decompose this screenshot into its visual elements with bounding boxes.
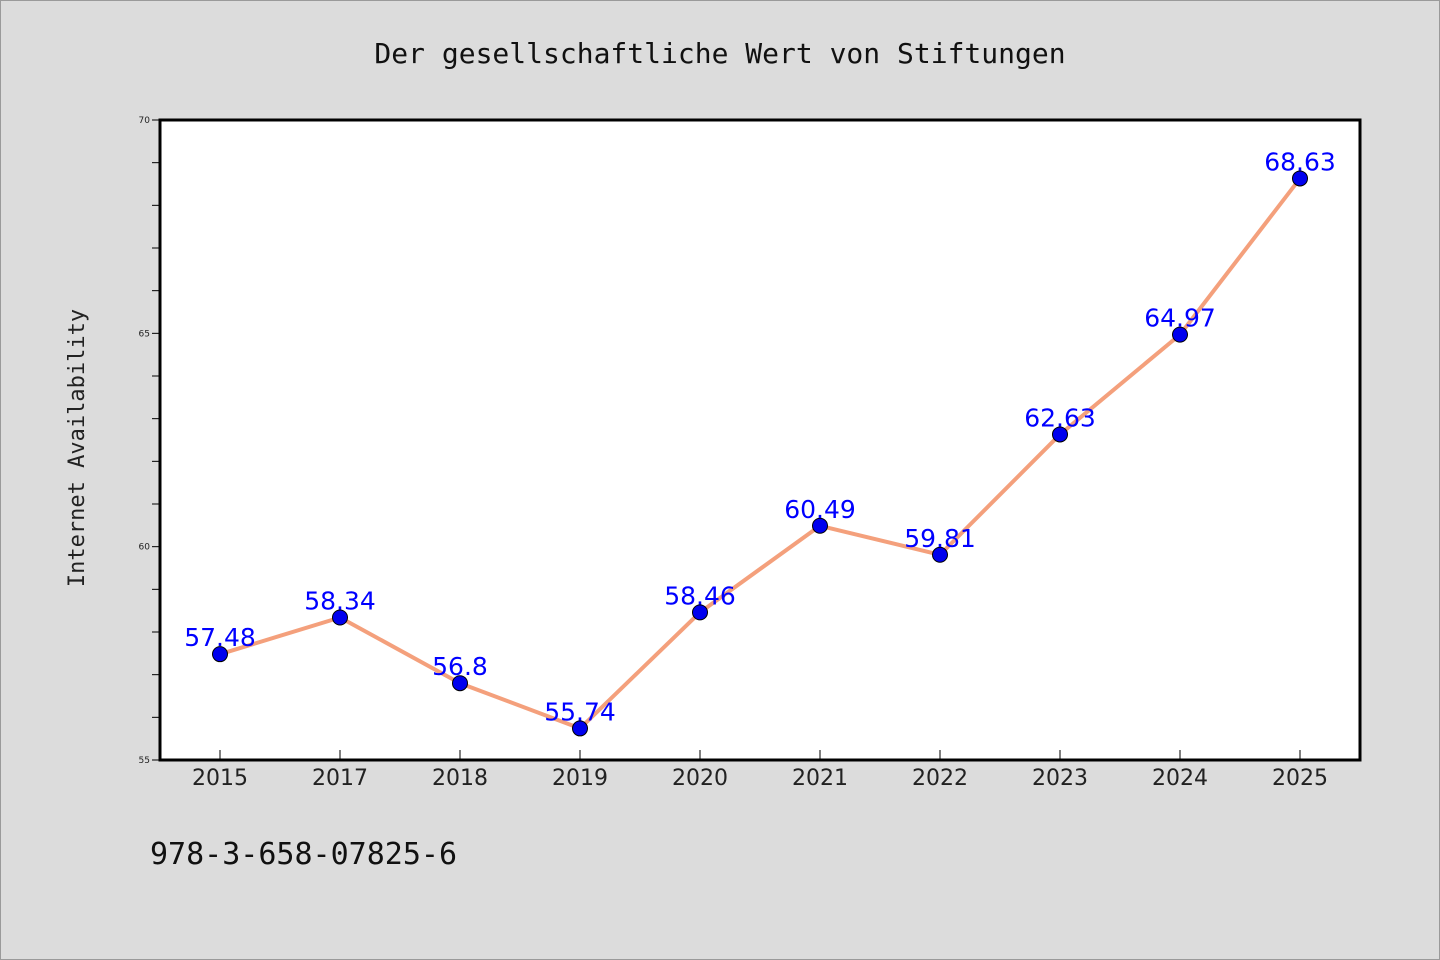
data-point: [572, 720, 588, 737]
x-tick-label: 2017: [312, 766, 368, 791]
y-tick-label: 65: [139, 329, 150, 339]
y-axis-tick-labels: 55 60 65 70: [139, 116, 151, 766]
data-label: 64.97: [1144, 304, 1216, 333]
y-axis-ticks: [152, 119, 160, 761]
data-point: [332, 609, 348, 626]
data-label: 58.34: [304, 586, 376, 615]
x-tick-label: 2020: [672, 766, 728, 791]
data-point: [812, 517, 828, 534]
x-tick-label: 2023: [1032, 766, 1088, 791]
data-points: [212, 170, 1308, 737]
data-labels: 57.48 58.34 56.8 55.74 58.46 60.49 59.81 62.63 6…: [184, 147, 1336, 726]
y-tick-label: 55: [139, 756, 150, 766]
x-tick-label: 2018: [432, 766, 488, 791]
series-line: [218, 176, 1302, 731]
data-point: [1172, 326, 1188, 343]
data-point: [1052, 426, 1068, 443]
data-point: [212, 646, 228, 663]
series-line-path: [218, 176, 1302, 731]
data-label: 56.8: [432, 652, 488, 681]
data-label: 59.81: [904, 524, 976, 553]
x-tick-label: 2024: [1152, 766, 1208, 791]
x-tick-label: 2025: [1272, 766, 1328, 791]
data-label: 57.48: [184, 623, 256, 652]
data-label: 58.46: [664, 581, 736, 610]
data-label: 60.49: [784, 495, 856, 524]
plot-area: [158, 118, 1362, 762]
x-tick-label: 2015: [192, 766, 248, 791]
data-label: 68.63: [1264, 147, 1336, 176]
x-axis-ticks: [219, 750, 1301, 760]
data-point: [452, 675, 468, 692]
y-axis-label: Internet Availability: [65, 309, 90, 587]
x-tick-label: 2021: [792, 766, 848, 791]
chart-title: Der gesellschaftliche Wert von Stiftunge…: [374, 37, 1065, 70]
data-label: 62.63: [1024, 403, 1096, 432]
data-point: [1292, 170, 1308, 187]
isbn-footer: 978-3-658-07825-6: [150, 837, 457, 872]
data-label: 55.74: [544, 697, 616, 726]
x-axis-tick-labels: 2015 2017 2018 2019 2020 2021 2022 2023 2024 2025: [192, 766, 1328, 791]
data-point: [932, 546, 948, 563]
y-tick-label: 70: [139, 116, 151, 126]
x-tick-label: 2022: [912, 766, 968, 791]
y-tick-label: 60: [139, 543, 151, 553]
data-point: [692, 604, 708, 621]
x-tick-label: 2019: [552, 766, 608, 791]
